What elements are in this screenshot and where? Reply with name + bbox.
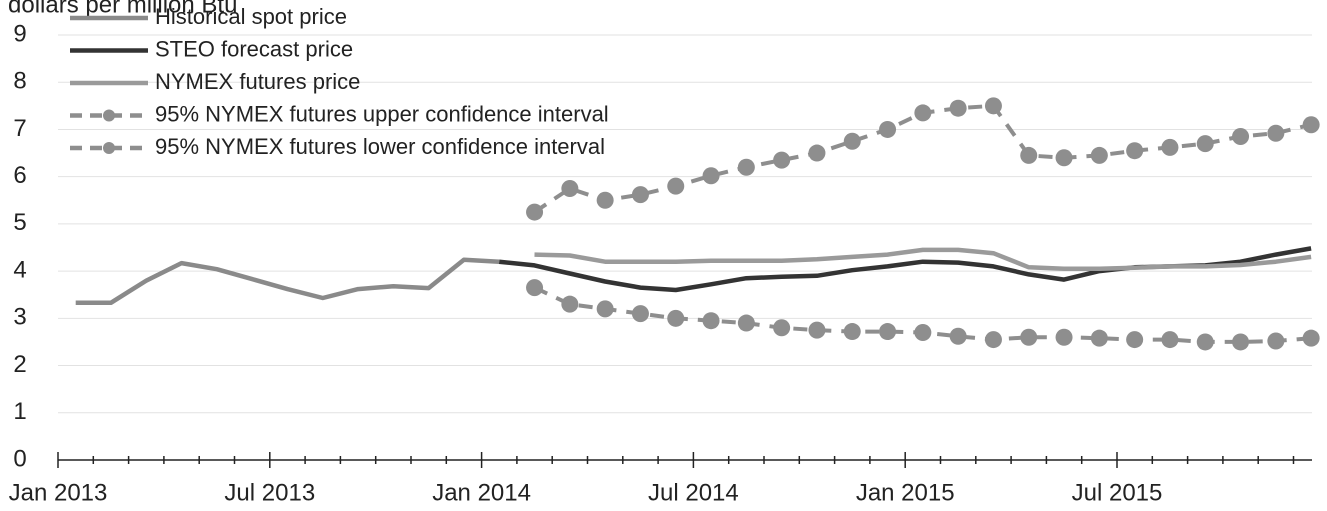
legend-label: 95% NYMEX futures upper confidence inter…	[155, 101, 609, 126]
y-tick-label: 6	[13, 162, 26, 189]
point	[631, 305, 649, 323]
point	[843, 132, 861, 150]
point	[1196, 333, 1214, 351]
y-tick-label: 8	[13, 68, 26, 95]
point	[1161, 331, 1179, 349]
point	[1232, 128, 1250, 146]
y-tick-label: 2	[13, 351, 26, 378]
legend-label: 95% NYMEX futures lower confidence inter…	[155, 134, 605, 159]
point	[984, 331, 1002, 349]
point	[1020, 328, 1038, 346]
x-tick-label: Jan 2014	[432, 479, 531, 506]
point	[1126, 142, 1144, 160]
point	[1055, 328, 1073, 346]
point	[843, 323, 861, 341]
x-tick-label: Jan 2013	[9, 479, 108, 506]
legend-label: Historical spot price	[155, 4, 347, 29]
point	[1267, 332, 1285, 350]
y-tick-label: 9	[13, 20, 26, 47]
point	[949, 99, 967, 117]
point	[879, 120, 897, 138]
point	[808, 144, 826, 162]
legend-label: STEO forecast price	[155, 36, 353, 61]
point	[773, 319, 791, 337]
point	[596, 300, 614, 318]
point	[1161, 138, 1179, 156]
x-tick-label: Jul 2015	[1072, 479, 1163, 506]
legend-marker	[103, 109, 115, 122]
point	[596, 191, 614, 209]
y-tick-label: 0	[13, 445, 26, 472]
series-line	[498, 246, 1312, 293]
series-line	[75, 257, 500, 306]
x-tick-label: Jan 2015	[856, 479, 955, 506]
point	[526, 279, 544, 297]
point	[984, 97, 1002, 115]
point	[667, 309, 685, 327]
point	[808, 321, 826, 339]
point	[1267, 124, 1285, 142]
point	[702, 312, 720, 330]
y-tick-label: 5	[13, 209, 26, 236]
point	[1196, 135, 1214, 153]
point	[1302, 116, 1320, 134]
point	[879, 323, 897, 341]
point	[667, 177, 685, 195]
point	[1090, 146, 1108, 164]
x-tick-label: Jul 2013	[224, 479, 315, 506]
point	[561, 295, 579, 313]
y-tick-label: 1	[13, 398, 26, 425]
axis-title: dollars per million Btu	[8, 0, 237, 18]
point	[737, 158, 755, 176]
point	[1232, 333, 1250, 351]
x-tick-label: Jul 2014	[648, 479, 739, 506]
point	[949, 327, 967, 345]
legend-marker	[103, 142, 115, 154]
point	[1126, 331, 1144, 349]
y-tick-label: 4	[13, 256, 26, 283]
y-tick-label: 3	[13, 304, 26, 331]
point	[914, 324, 932, 341]
point	[737, 314, 755, 332]
y-tick-label: 7	[13, 115, 26, 142]
point	[1302, 329, 1320, 347]
point	[561, 179, 579, 197]
series-line	[534, 247, 1312, 272]
point	[773, 151, 791, 169]
series-line	[533, 103, 1312, 214]
point	[631, 186, 649, 204]
point	[526, 203, 544, 221]
point	[914, 104, 932, 122]
point	[702, 167, 720, 185]
point	[1020, 146, 1038, 164]
legend-label: NYMEX futures price	[155, 69, 360, 94]
point	[1090, 329, 1108, 347]
point	[1055, 149, 1073, 167]
